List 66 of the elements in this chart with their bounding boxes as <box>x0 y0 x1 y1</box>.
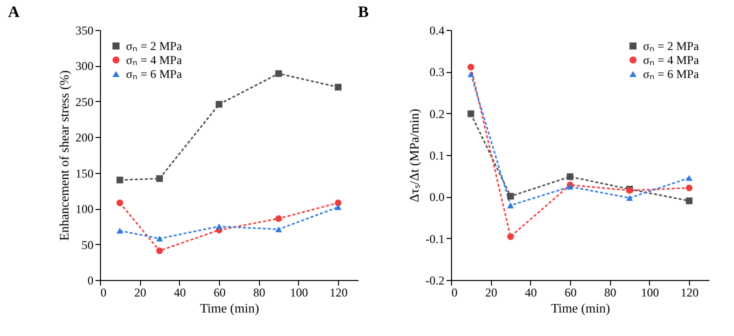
y-tick-label: 50 <box>82 238 94 252</box>
point <box>156 247 163 254</box>
x-tick-label: 40 <box>524 286 537 300</box>
x-tick-label: 40 <box>174 286 186 300</box>
chart-title: B <box>358 4 370 21</box>
y-tick-label: -0.1 <box>426 232 444 246</box>
x-axis-title: Time (min) <box>550 300 610 316</box>
point <box>507 192 514 200</box>
point <box>686 197 693 204</box>
y-tick-label: 100 <box>76 202 94 216</box>
point <box>216 224 222 230</box>
y-axis-title: Enhancement of shear stress (%) <box>56 70 72 241</box>
legend-label: σₙ = 6 MPa <box>126 67 183 81</box>
point <box>566 173 574 180</box>
point <box>467 110 474 118</box>
x-tick-label: 120 <box>330 286 348 300</box>
y-tick-label: 0.0 <box>430 190 444 204</box>
legend-label: σₙ = 4 MPa <box>126 53 183 67</box>
x-tick-label: 80 <box>253 286 266 300</box>
point <box>116 200 124 206</box>
y-tick-label: 0.1 <box>430 148 444 162</box>
point <box>116 228 124 234</box>
point <box>156 175 163 182</box>
point <box>334 204 342 210</box>
legend-label: σₙ = 2 MPa <box>126 39 183 53</box>
point <box>216 100 222 108</box>
point <box>507 233 514 240</box>
y-tick-label: 0 <box>88 274 94 288</box>
point <box>334 84 342 90</box>
y-tick-label: 250 <box>76 94 94 109</box>
legend-label: σₙ = 4 MPa <box>643 53 700 67</box>
x-tick-label: 0 <box>100 286 106 300</box>
x-tick-label: 100 <box>290 286 308 300</box>
y-tick-label: 0.3 <box>430 65 444 80</box>
x-tick-label: 80 <box>604 286 616 300</box>
point <box>275 226 282 232</box>
y-tick-label: 0.4 <box>430 24 444 38</box>
y-tick-label: 300 <box>76 59 94 74</box>
point <box>467 71 474 78</box>
point <box>686 175 693 181</box>
y-tick-label: 200 <box>76 130 94 145</box>
point <box>156 236 163 242</box>
legend-label: σₙ = 6 MPa <box>643 67 700 81</box>
point <box>334 200 342 206</box>
x-tick-label: 60 <box>564 286 577 300</box>
x-axis-title: Time (min) <box>200 300 260 316</box>
point <box>275 215 282 222</box>
x-tick-label: 100 <box>640 286 659 300</box>
x-tick-label: 60 <box>214 286 226 300</box>
x-tick-label: 20 <box>485 286 498 300</box>
y-tick-label: 150 <box>76 166 94 180</box>
y-tick-label: 350 <box>76 24 94 38</box>
x-tick-label: 20 <box>134 286 146 300</box>
point <box>116 176 124 184</box>
point <box>467 64 474 70</box>
point <box>626 195 633 201</box>
x-tick-label: 120 <box>680 286 699 300</box>
legend-label: σₙ = 2 MPa <box>643 39 700 53</box>
point <box>507 202 514 208</box>
chart-title: A <box>8 4 20 21</box>
point <box>686 184 693 192</box>
point <box>275 70 282 77</box>
x-tick-label: 0 <box>452 286 458 300</box>
y-axis-title: Δτₛ/Δt (MPa/min) <box>406 108 422 202</box>
y-tick-label: -0.2 <box>426 274 444 288</box>
y-tick-label: 0.2 <box>430 106 444 121</box>
